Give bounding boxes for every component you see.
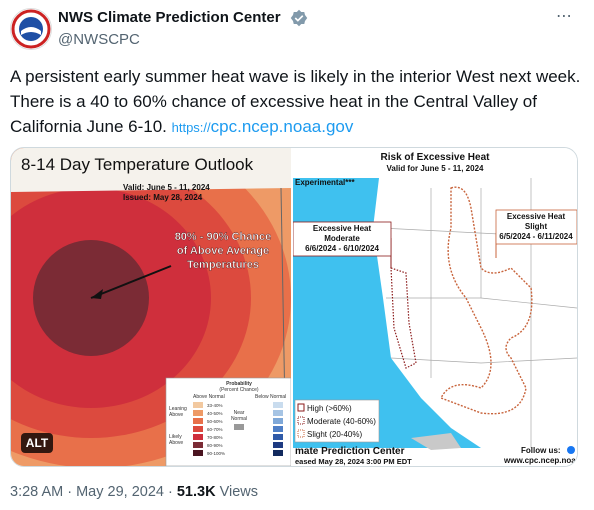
range: 90-100%: [207, 451, 225, 456]
slight-dates: 6/5/2024 - 6/11/2024: [499, 232, 573, 241]
moderate-label: Moderate: [324, 234, 360, 243]
url: www.cpc.ncep.noa: [503, 456, 576, 465]
map-title: Risk of Excessive Heat: [381, 152, 491, 163]
issued-date: Issued: May 28, 2024: [123, 193, 203, 202]
media-images: 8-14 Day Temperature Outlook Valid: June…: [11, 148, 577, 466]
views-count: 51.3K: [176, 484, 216, 500]
link[interactable]: cpc.ncep.noaa.gov: [210, 117, 354, 136]
range: 60-70%: [207, 427, 223, 432]
views-label: Views: [219, 484, 259, 500]
range: 80-90%: [207, 443, 223, 448]
follow-label: Follow us:: [521, 446, 561, 455]
map-title: 8-14 Day Temperature Outlook: [21, 155, 254, 174]
moderate-label: Excessive Heat: [313, 224, 372, 233]
experimental-label: Experimental***: [295, 178, 355, 187]
media[interactable]: 8-14 Day Temperature Outlook Valid: June…: [10, 147, 578, 467]
excessive-heat-map: Risk of Excessive Heat Valid for June 5 …: [293, 148, 577, 466]
alt-text: ALT: [26, 436, 49, 450]
legend-slight: Slight (20-40%): [307, 430, 362, 439]
annotation: 80% - 90% Chance: [175, 231, 272, 243]
legend-subtitle: (Percent Chance): [219, 387, 259, 393]
legend-high: High (>60%): [307, 404, 352, 413]
temperature-outlook-map: 8-14 Day Temperature Outlook Valid: June…: [11, 148, 291, 466]
verified-badge: [290, 9, 308, 27]
legend-leaning: Leaning: [169, 406, 187, 412]
legend-likely: Likely: [169, 434, 182, 440]
alt-badge[interactable]: [21, 433, 53, 453]
legend-below: Below Normal: [255, 394, 286, 400]
tweet-body: A persistent early summer heat wave is l…: [10, 67, 581, 136]
display-name[interactable]: NWS Climate Prediction Center: [58, 9, 281, 26]
org-name: mate Prediction Center: [295, 446, 405, 457]
legend-near: Near: [234, 410, 245, 416]
annotation: Temperatures: [187, 259, 259, 271]
handle[interactable]: @NWSCPC: [58, 31, 140, 48]
legend-above: Above Normal: [193, 394, 225, 400]
valid-date: Valid: June 5 - 11, 2024: [123, 183, 210, 192]
avatar[interactable]: [10, 8, 52, 50]
range: 33-40%: [207, 403, 223, 408]
legend-ranges: 33-40% 40-50% 50-60% 60-70% 70-80% 80-90…: [193, 402, 283, 456]
time[interactable]: 3:28 AM: [10, 484, 64, 500]
legend-box: [294, 399, 380, 443]
legend-title: Probability: [226, 381, 252, 387]
range: 40-50%: [207, 411, 223, 416]
near-normal-swatch: [234, 424, 244, 430]
legend-near: Normal: [231, 416, 247, 422]
legend-leaning: Above: [169, 412, 183, 418]
valid-date: Valid for June 5 - 11, 2024: [387, 164, 484, 173]
slight-label: Excessive Heat: [507, 212, 566, 221]
annotation: of Above Average: [177, 245, 269, 257]
range: 70-80%: [207, 435, 223, 440]
more-button[interactable]: ⋯: [556, 8, 573, 25]
range: 50-60%: [207, 419, 223, 424]
tweet-text: A persistent early summer heat wave is l…: [10, 64, 582, 140]
avatar-logo: [11, 9, 51, 49]
footer: 3:28 AM · May 29, 2024 · 51.3K Views: [10, 484, 259, 500]
legend-box: [165, 377, 291, 466]
legend-likely: Above: [169, 440, 183, 446]
moderate-dates: 6/6/2024 - 6/10/2024: [305, 244, 379, 253]
slight-label: Slight: [525, 222, 548, 231]
released-date: eased May 28, 2024 3:00 PM EDT: [295, 457, 412, 466]
link-prefix[interactable]: https://: [171, 120, 211, 135]
date[interactable]: May 29, 2024: [76, 484, 164, 500]
legend-moderate: Moderate (40-60%): [307, 417, 376, 426]
